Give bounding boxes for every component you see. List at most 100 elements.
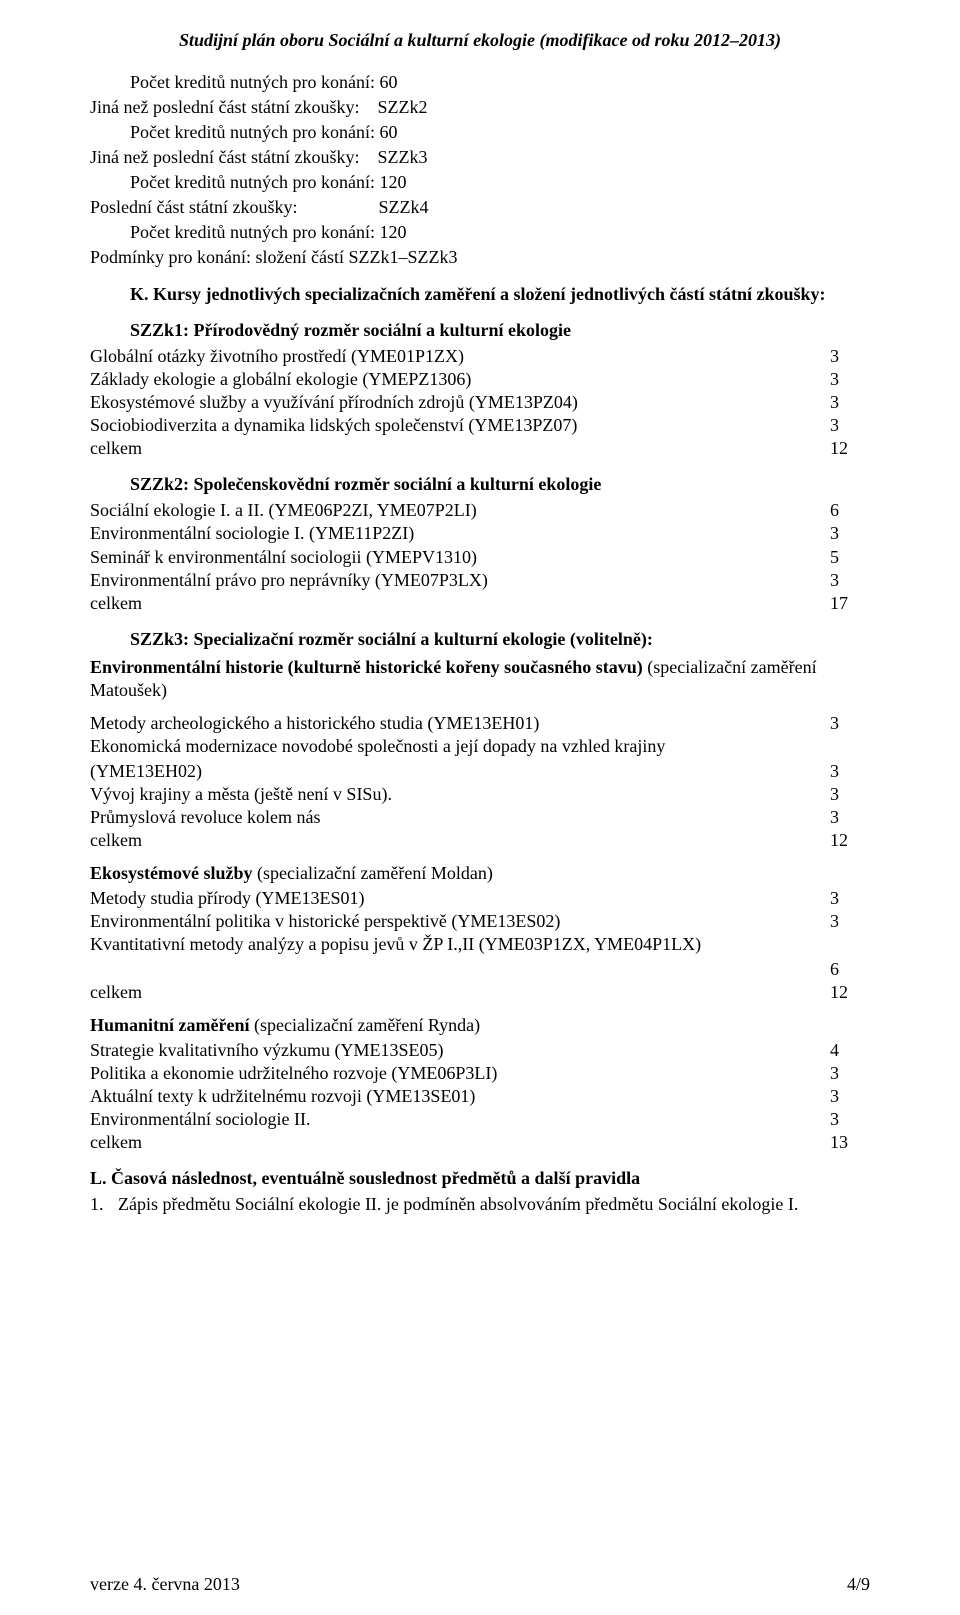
row-label-multiline: Kvantitativní metody analýzy a popisu je… [90,933,870,956]
row-value: 3 [820,1108,870,1131]
table-row: Sociální ekologie I. a II. (YME06P2ZI, Y… [90,499,870,522]
table-row: celkem13 [90,1131,870,1154]
row-value: 3 [820,569,870,592]
table-row: (YME13EH02)3 [90,760,870,783]
section-l-title: L. Časová následnost, eventuálně sousled… [90,1168,870,1189]
row-value: 5 [820,546,870,569]
row-label: Aktuální texty k udržitelnému rozvoji (Y… [90,1085,820,1108]
row-label: Politika a ekonomie udržitelného rozvoje… [90,1062,820,1085]
intro-value: SZZk4 [378,197,428,217]
row-value: 3 [820,1085,870,1108]
row-label: Environmentální politika v historické pe… [90,910,820,933]
table-row: Environmentální právo pro neprávníky (YM… [90,569,870,592]
row-value: 6 [820,499,870,522]
spec-c-title-rest: (specializační zaměření Rynda) [250,1015,481,1035]
szzk1-table: Globální otázky životního prostředí (YME… [90,345,870,460]
table-row: celkem12 [90,829,870,852]
row-label-multiline: Ekonomická modernizace novodobé společno… [90,735,870,758]
table-row: celkem12 [90,437,870,460]
szzk1-title: SZZk1: Přírodovědný rozměr sociální a ku… [90,320,870,341]
spec-b-title-rest: (specializační zaměření Moldan) [253,863,493,883]
intro-line: Počet kreditů nutných pro konání: 120 [90,221,870,244]
row-label: Ekosystémové služby a využívání přírodní… [90,391,820,414]
intro-label: Poslední část státní zkoušky: [90,197,297,217]
row-label: Sociobiodiverzita a dynamika lidských sp… [90,414,820,437]
rule-item: 1. Zápis předmětu Sociální ekologie II. … [90,1193,870,1216]
szzk2-title: SZZk2: Společenskovědní rozměr sociální … [90,474,870,495]
table-row: Aktuální texty k udržitelnému rozvoji (Y… [90,1085,870,1108]
intro-line: Jiná než poslední část státní zkoušky: S… [90,96,870,119]
intro-line: Jiná než poslední část státní zkoušky: S… [90,146,870,169]
section-k-title: K. Kursy jednotlivých specializačních za… [90,283,870,306]
table-row: Environmentální sociologie I. (YME11P2ZI… [90,522,870,545]
row-label: Základy ekologie a globální ekologie (YM… [90,368,820,391]
spec-c-title: Humanitní zaměření (specializační zaměře… [90,1014,870,1037]
szzk2-table: Sociální ekologie I. a II. (YME06P2ZI, Y… [90,499,870,614]
row-value: 13 [820,1131,870,1154]
rule-text: Zápis předmětu Sociální ekologie II. je … [118,1193,870,1216]
table-row: celkem12 [90,981,870,1004]
row-label: Strategie kvalitativního výzkumu (YME13S… [90,1039,820,1062]
spec-b-title: Ekosystémové služby (specializační zaměř… [90,862,870,885]
row-label [90,958,820,981]
table-row: Seminář k environmentální sociologii (YM… [90,546,870,569]
intro-line: Počet kreditů nutných pro konání: 60 [90,121,870,144]
table-row: Základy ekologie a globální ekologie (YM… [90,368,870,391]
table-row: 6 [90,958,870,981]
row-value: 3 [820,910,870,933]
row-value: 3 [820,414,870,437]
row-label: Metody studia přírody (YME13ES01) [90,887,820,910]
row-label: celkem [90,437,820,460]
row-label: Průmyslová revoluce kolem nás [90,806,820,829]
table-row: Metody studia přírody (YME13ES01)3 [90,887,870,910]
row-value: 3 [820,806,870,829]
table-row: celkem17 [90,592,870,615]
intro-label: Jiná než poslední část státní zkoušky: [90,147,359,167]
table-row: Vývoj krajiny a města (ještě není v SISu… [90,783,870,806]
rule-number: 1. [90,1193,118,1216]
row-label: Seminář k environmentální sociologii (YM… [90,546,820,569]
spec-b-title-bold: Ekosystémové služby [90,863,253,883]
table-row: Strategie kvalitativního výzkumu (YME13S… [90,1039,870,1062]
spec-c-table: Strategie kvalitativního výzkumu (YME13S… [90,1039,870,1154]
row-value: 3 [820,783,870,806]
row-value: 3 [820,345,870,368]
row-value: 3 [820,887,870,910]
table-row: Environmentální sociologie II.3 [90,1108,870,1131]
row-label: (YME13EH02) [90,760,820,783]
page-footer: verze 4. června 2013 4/9 [90,1574,870,1595]
table-row: Sociobiodiverzita a dynamika lidských sp… [90,414,870,437]
intro-value: SZZk2 [377,97,427,117]
table-row: Metody archeologického a historického st… [90,712,870,735]
row-label: celkem [90,1131,820,1154]
intro-line: Poslední část státní zkoušky: SZZk4 [90,196,870,219]
row-value: 3 [820,712,870,735]
row-label: Vývoj krajiny a města (ještě není v SISu… [90,783,820,806]
row-value: 12 [820,981,870,1004]
row-label: celkem [90,981,820,1004]
row-label: Globální otázky životního prostředí (YME… [90,345,820,368]
row-value: 3 [820,391,870,414]
row-label: celkem [90,829,820,852]
footer-page-number: 4/9 [847,1574,870,1595]
row-label: Environmentální sociologie I. (YME11P2ZI… [90,522,820,545]
intro-value: SZZk3 [377,147,427,167]
page-title: Studijní plán oboru Sociální a kulturní … [90,30,870,51]
table-row: Politika a ekonomie udržitelného rozvoje… [90,1062,870,1085]
row-label: Environmentální sociologie II. [90,1108,820,1131]
row-value: 12 [820,437,870,460]
row-value: 3 [820,760,870,783]
szzk3-title: SZZk3: Specializační rozměr sociální a k… [90,629,870,650]
intro-line: Počet kreditů nutných pro konání: 60 [90,71,870,94]
intro-label: Jiná než poslední část státní zkoušky: [90,97,359,117]
spec-b-table: Metody studia přírody (YME13ES01)3 Envir… [90,887,870,1004]
table-row: Globální otázky životního prostředí (YME… [90,345,870,368]
row-value: 4 [820,1039,870,1062]
table-row: Environmentální politika v historické pe… [90,910,870,933]
spec-a-title-bold: Environmentální historie (kulturně histo… [90,657,643,677]
footer-version: verze 4. června 2013 [90,1574,240,1595]
spec-a-table: Metody archeologického a historického st… [90,712,870,852]
row-label: Metody archeologického a historického st… [90,712,820,735]
intro-line: Počet kreditů nutných pro konání: 120 [90,171,870,194]
table-row: Průmyslová revoluce kolem nás3 [90,806,870,829]
